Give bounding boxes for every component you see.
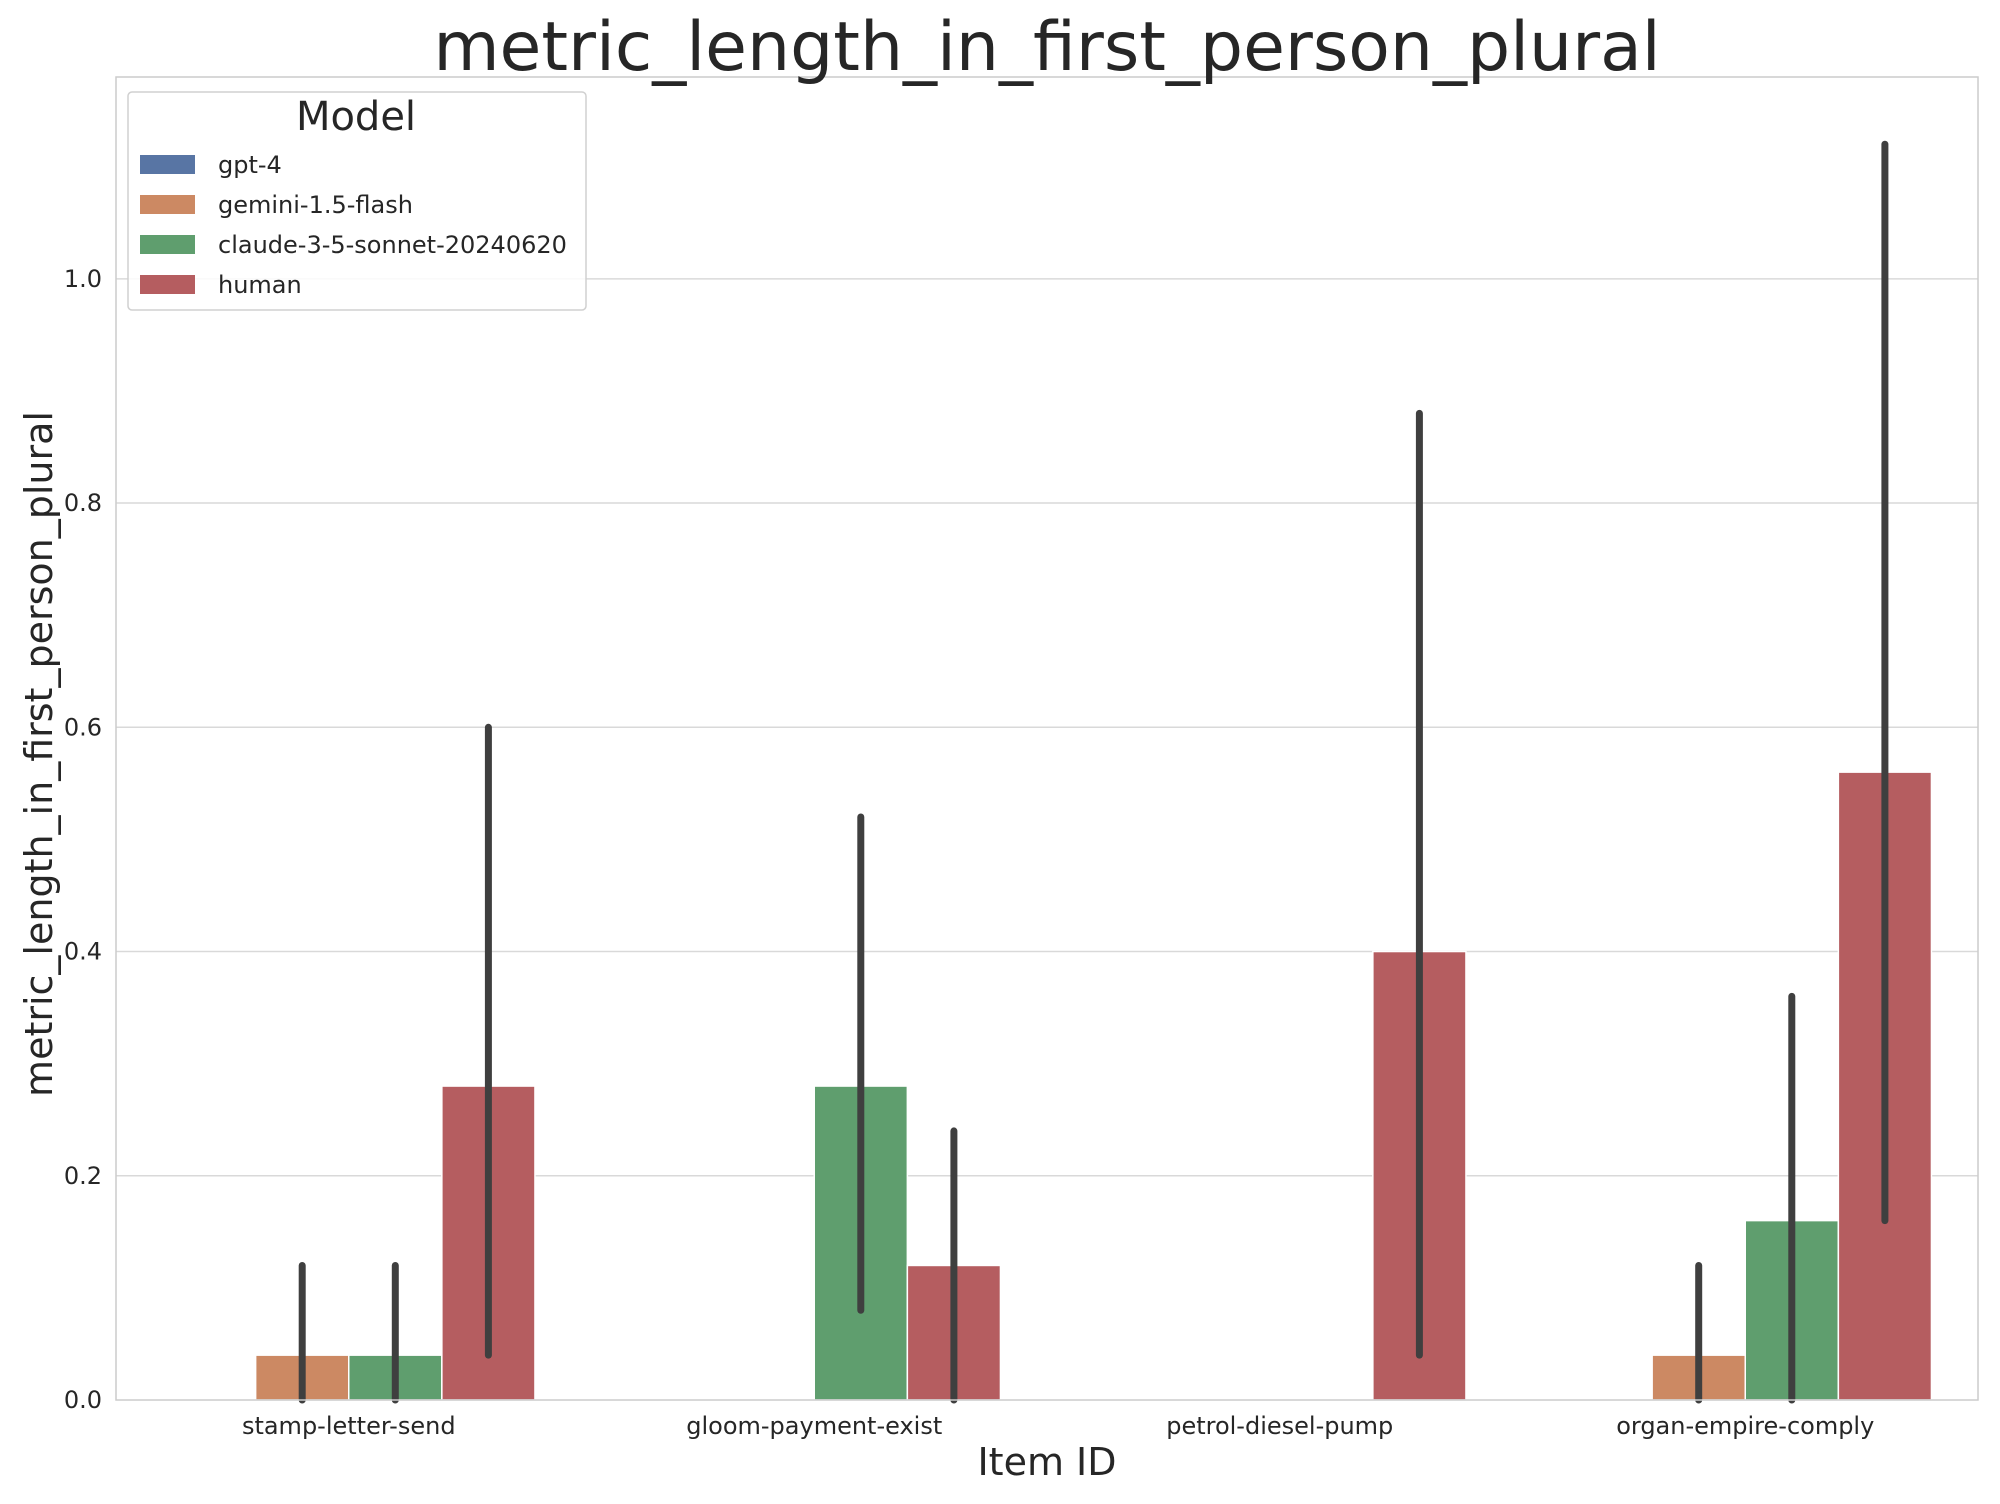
y-tick-labels: 0.0 0.2 0.4 0.6 0.8 1.0 — [64, 265, 102, 1414]
legend-label: human — [218, 271, 302, 299]
x-tick-label: stamp-letter-send — [242, 1412, 456, 1440]
legend-label: gpt-4 — [218, 151, 282, 179]
legend-label: gemini-1.5-flash — [218, 191, 413, 219]
y-tick-label: 0.2 — [64, 1162, 102, 1190]
legend-swatch-gemini-1.5-flash — [140, 195, 195, 214]
legend-swatch-gpt-4 — [140, 155, 195, 174]
x-tick-labels: stamp-letter-send gloom-payment-exist petr… — [242, 1412, 1874, 1440]
y-tick-label: 0.8 — [64, 489, 102, 517]
y-axis-label: metric_length_in_first_person_plural — [17, 411, 61, 1097]
legend-label: claude-3-5-sonnet-20240620 — [218, 231, 567, 259]
grid — [116, 278, 1978, 1177]
y-tick-label: 0.6 — [64, 713, 102, 741]
chart-title: metric_length_in_first_person_plural — [433, 8, 1660, 87]
x-tick-label: organ-empire-comply — [1616, 1412, 1874, 1440]
x-tick-label: petrol-diesel-pump — [1166, 1412, 1393, 1440]
plot-frame — [115, 76, 1979, 1401]
legend-title: Model — [296, 94, 416, 140]
y-tick-label: 1.0 — [64, 265, 102, 293]
legend-frame — [127, 91, 587, 311]
legend-swatch-human — [140, 275, 195, 294]
legend-swatch-claude-3-5-sonnet-20240620 — [140, 235, 195, 254]
bars — [254, 771, 1933, 1401]
x-axis-label: Item ID — [977, 1440, 1116, 1484]
y-tick-label: 0.4 — [64, 938, 102, 966]
x-tick-label: gloom-payment-exist — [686, 1412, 942, 1440]
y-tick-label: 0.0 — [64, 1386, 102, 1414]
legend: Model gpt-4 gemini-1.5-flash claude-3-5-so… — [127, 91, 587, 311]
error-bars — [298, 140, 1889, 1404]
